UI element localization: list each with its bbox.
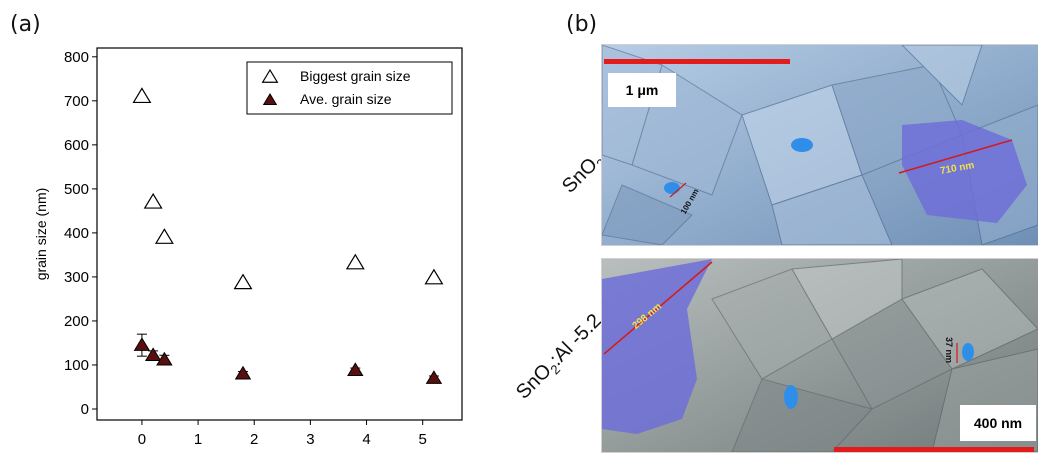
sem-bottom-small-grain-1 <box>962 343 974 361</box>
point-ave-grain <box>347 362 364 377</box>
x-tick-label: 2 <box>250 431 258 448</box>
y-axis-label: grain size (nm) <box>33 188 49 281</box>
x-tick-label: 4 <box>362 431 370 448</box>
sem-bottom-meas-small: 37 nm <box>944 336 955 364</box>
y-tick-label: 700 <box>64 93 89 110</box>
sem-bottom-small-grain-2 <box>784 385 798 409</box>
y-tick-label: 500 <box>64 181 89 198</box>
sem-top-small-grain-1 <box>664 182 680 194</box>
y-tick-label: 100 <box>64 357 89 374</box>
point-biggest-grain <box>345 253 365 270</box>
point-ave-grain <box>156 351 173 366</box>
x-tick-label: 0 <box>138 431 146 448</box>
x-tick-label: 1 <box>194 431 202 448</box>
sem-top-big-grain <box>902 120 1027 223</box>
panel-b-label: (b) <box>566 12 598 37</box>
panel-a-label: (a) <box>10 12 41 37</box>
legend-label-ave: Ave. grain size <box>300 91 392 107</box>
plot-frame <box>96 47 463 421</box>
sem-image-top: 1 μm 710 nm 100 nm <box>601 44 1038 246</box>
y-tick-label: 400 <box>64 225 89 242</box>
y-tick-label: 200 <box>64 313 89 330</box>
sem-bottom-scale-label: 400 nm <box>960 405 1036 441</box>
grain-size-chart: 0 100 200 300 400 500 600 700 800 0 1 2 3 4 5 grain siz… <box>33 47 463 448</box>
y-tick-label: 800 <box>64 49 89 66</box>
legend-marker-ave <box>262 93 278 105</box>
y-tick-label: 600 <box>64 137 89 154</box>
point-ave-grain <box>425 370 443 384</box>
point-biggest-grain <box>143 192 163 209</box>
legend-marker-biggest <box>261 68 279 83</box>
x-tick-label: 3 <box>306 431 314 448</box>
legend-label-biggest: Biggest grain size <box>300 68 411 84</box>
point-ave-grain <box>133 337 151 351</box>
sem-top-scale-label: 1 μm <box>608 73 676 107</box>
point-ave-grain <box>144 347 162 362</box>
y-tick-label: 0 <box>81 401 89 418</box>
x-tick-label: 5 <box>419 431 427 448</box>
point-biggest-grain <box>132 87 152 104</box>
point-biggest-grain <box>233 273 253 290</box>
sem-image-bottom: 400 nm 298 nm 37 nm <box>601 258 1038 453</box>
sem-bottom-big-grain <box>602 259 712 434</box>
point-biggest-grain <box>424 268 444 285</box>
legend-box <box>246 61 453 115</box>
point-biggest-grain <box>154 228 174 244</box>
y-tick-label: 300 <box>64 269 89 286</box>
point-ave-grain <box>234 365 252 380</box>
sem-top-small-grain-2 <box>791 138 813 152</box>
